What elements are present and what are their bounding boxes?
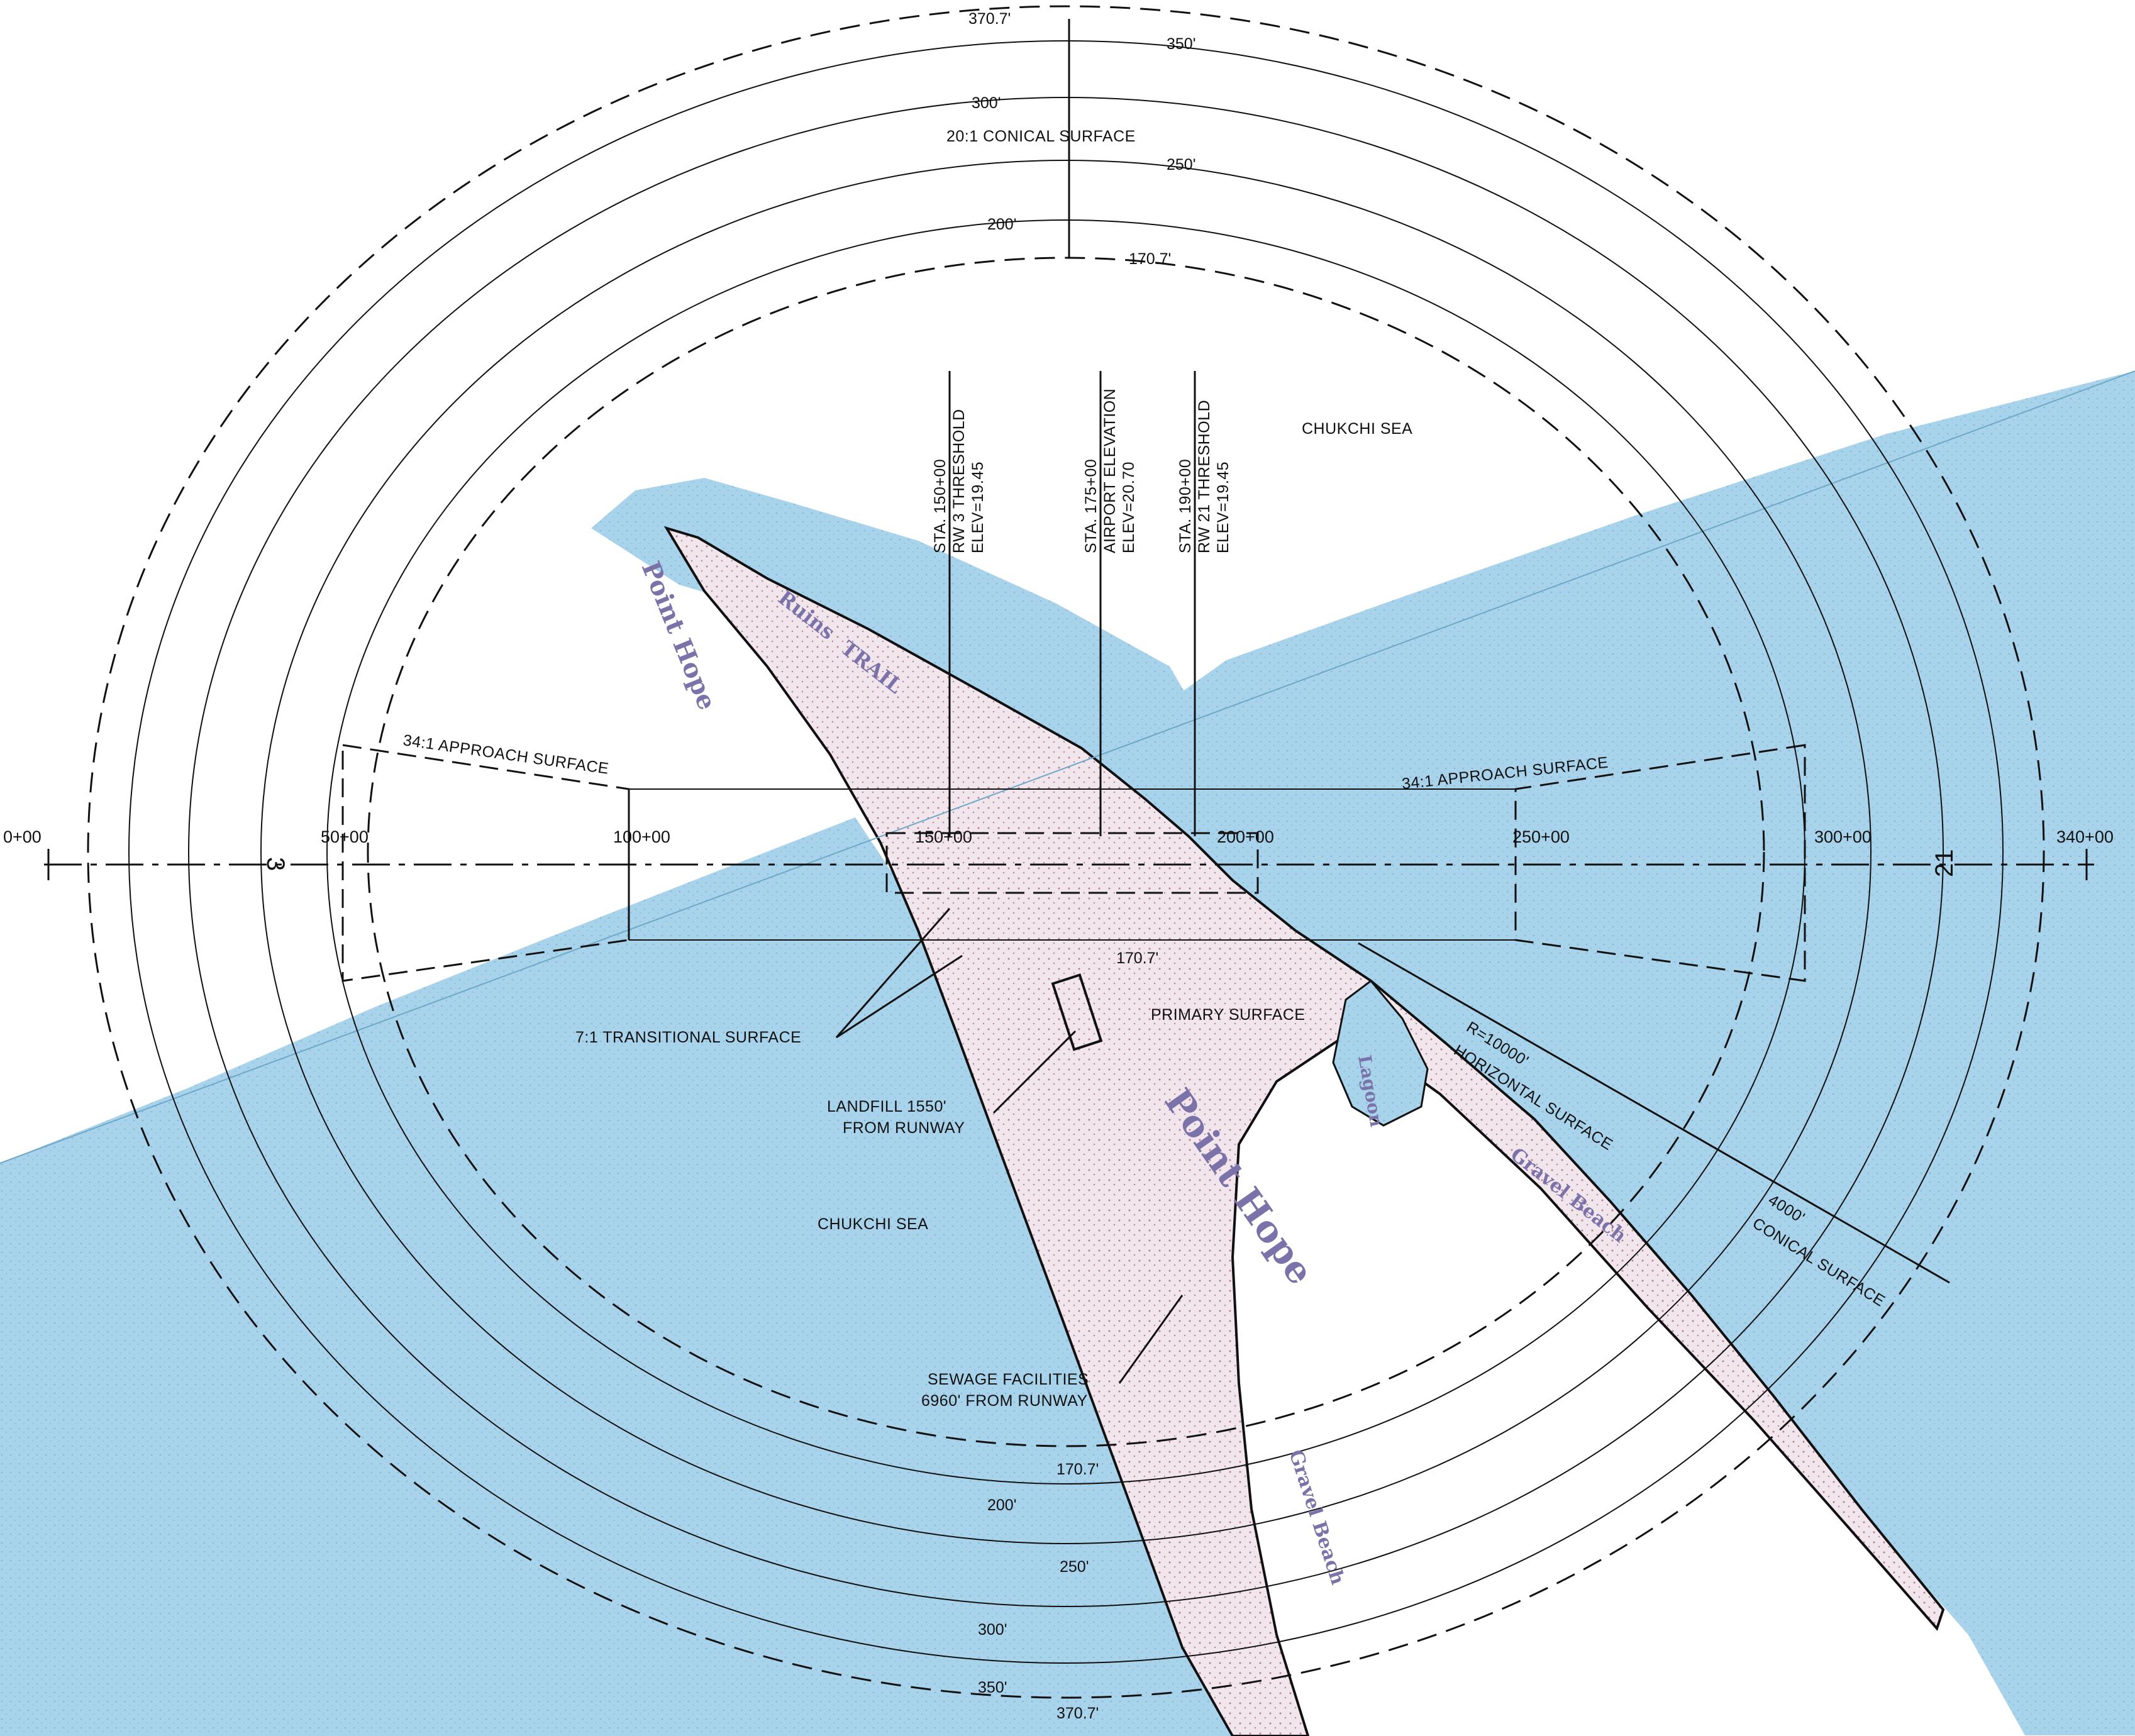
runway-number-21: 21: [1931, 849, 1958, 878]
contour-top-350: 350': [1167, 35, 1195, 53]
contour-top-370: 370.7': [968, 10, 1011, 28]
ocean-north-east: [1094, 371, 2135, 1735]
contour-bottom-350: 350': [978, 1679, 1007, 1696]
transitional-surface-label: 7:1 TRANSITIONAL SURFACE: [575, 1029, 801, 1046]
station-labels: 0+00 50+00 100+00 150+00 200+00 250+00 3…: [3, 827, 2114, 846]
station-340: 340+00: [2056, 827, 2114, 846]
landfill-line-2: FROM RUNWAY: [843, 1119, 965, 1137]
water-label-north: CHUKCHI SEA: [1302, 420, 1412, 438]
contour-labels-bottom: 170.7' 200' 250' 300' 350' 370.7': [978, 1461, 1099, 1722]
contour-bottom-370: 370.7': [1056, 1705, 1099, 1722]
threshold-21-line-3: ELEV=19.45: [1214, 462, 1232, 553]
approach-surfaces: [341, 744, 1806, 982]
lagoon-water-north: [591, 478, 1214, 792]
contour-bottom-200: 200': [987, 1496, 1016, 1514]
primary-surface-label: PRIMARY SURFACE: [1151, 1006, 1306, 1024]
station-250: 250+00: [1512, 827, 1570, 846]
interior-lagoon: [1332, 979, 1429, 1127]
transitional-leader-2: [836, 954, 963, 1039]
contour-top-200: 200': [987, 216, 1016, 233]
station-150: 150+00: [915, 827, 972, 846]
station-100: 100+00: [613, 827, 670, 846]
threshold-21-line-1: STA. 190+00: [1177, 459, 1194, 553]
contour-bottom-250: 250': [1060, 1558, 1089, 1576]
airspace-surface-rings: [87, 5, 2045, 1699]
conical-surface-label: 20:1 CONICAL SURFACE: [946, 128, 1136, 145]
threshold-3-line-1: STA. 150+00: [931, 459, 949, 553]
airport-elev-line-1: STA. 175+00: [1082, 459, 1100, 553]
threshold-3-line-3: ELEV=19.45: [969, 462, 987, 553]
contour-top-300: 300': [972, 94, 1001, 112]
primary-elev-label: 170.7': [1116, 949, 1158, 967]
point-hope-spit: [663, 526, 1945, 1736]
landfill-line-1: LANDFILL 1550': [827, 1098, 946, 1115]
sewage-leader: [1118, 1295, 1184, 1384]
station-50: 50+00: [321, 827, 369, 846]
threshold-3-line-2: RW 3 THRESHOLD: [950, 409, 968, 553]
contour-top-250: 250': [1167, 156, 1195, 174]
horizontal-surface-leader: [1358, 942, 1950, 1284]
transitional-leader-1: [835, 908, 951, 1038]
landfill-marker: [1051, 973, 1103, 1051]
shoreline: [0, 370, 2135, 1164]
contour-bottom-300: 300': [978, 1621, 1007, 1639]
contour-top-170: 170.7': [1129, 250, 1171, 268]
contour-bottom-170: 170.7': [1056, 1461, 1099, 1478]
threshold-21-label: STA. 190+00 RW 21 THRESHOLD ELEV=19.45: [1177, 400, 1232, 553]
airport-elev-line-3: ELEV=20.70: [1120, 462, 1138, 553]
runway-number-3: 3: [262, 857, 289, 871]
station-300: 300+00: [1814, 827, 1872, 846]
airport-elev-line-2: AIRPORT ELEVATION: [1101, 389, 1119, 553]
landfill-leader: [992, 1030, 1077, 1114]
sewage-label: SEWAGE FACILITIES 6960' FROM RUNWAY: [921, 1371, 1089, 1410]
station-0: 0+00: [3, 827, 42, 846]
landfill-label: LANDFILL 1550' FROM RUNWAY: [827, 1098, 965, 1137]
threshold-leaders: [948, 371, 1196, 836]
water-label-south: CHUKCHI SEA: [818, 1215, 928, 1233]
airport-elev-label: STA. 175+00 AIRPORT ELEVATION ELEV=20.70: [1082, 389, 1138, 553]
station-200: 200+00: [1217, 827, 1274, 846]
contour-labels-top: 370.7' 350' 300' 250' 200' 170.7': [968, 10, 1195, 268]
place-gravel-beach-1: Gravel Beach: [1284, 1447, 1348, 1588]
threshold-3-label: STA. 150+00 RW 3 THRESHOLD ELEV=19.45: [931, 409, 987, 553]
sewage-line-1: SEWAGE FACILITIES: [928, 1371, 1089, 1388]
threshold-21-line-2: RW 21 THRESHOLD: [1195, 400, 1213, 553]
ocean-south-west: [0, 817, 1233, 1736]
approach-surface-left: 34:1 APPROACH SURFACE: [402, 731, 610, 778]
sewage-line-2: 6960' FROM RUNWAY: [921, 1392, 1088, 1410]
